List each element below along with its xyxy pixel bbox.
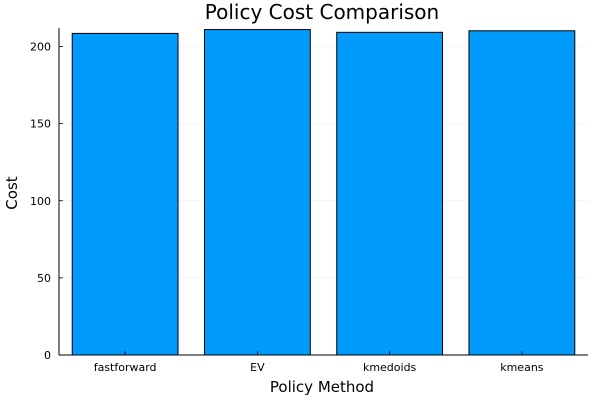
x-tick-label-kmedoids: kmedoids [363, 361, 417, 374]
y-tick-label: 0 [44, 349, 51, 362]
y-tick-label: 50 [37, 272, 51, 285]
bar-fastforward [71, 32, 179, 356]
x-tick-label-kmeans: kmeans [500, 361, 544, 374]
bar-kmedoids [336, 31, 444, 356]
bars [71, 29, 576, 356]
bar-kmeans [468, 30, 576, 356]
bar-ev [203, 29, 311, 356]
y-axis-ticks: 0 50 100 150 200 [30, 41, 63, 362]
y-axis-label: Cost [3, 176, 21, 209]
y-tick-label: 200 [30, 41, 51, 54]
chart-title: Policy Cost Comparison [205, 0, 439, 24]
y-tick-label: 100 [30, 195, 51, 208]
x-tick-label-fastforward: fastforward [94, 361, 157, 374]
x-tick-label-ev: EV [250, 361, 265, 374]
x-axis-label: Policy Method [270, 378, 374, 396]
y-tick-label: 150 [30, 118, 51, 131]
x-axis-ticks: fastforward EV kmedoids kmeans [94, 351, 544, 374]
